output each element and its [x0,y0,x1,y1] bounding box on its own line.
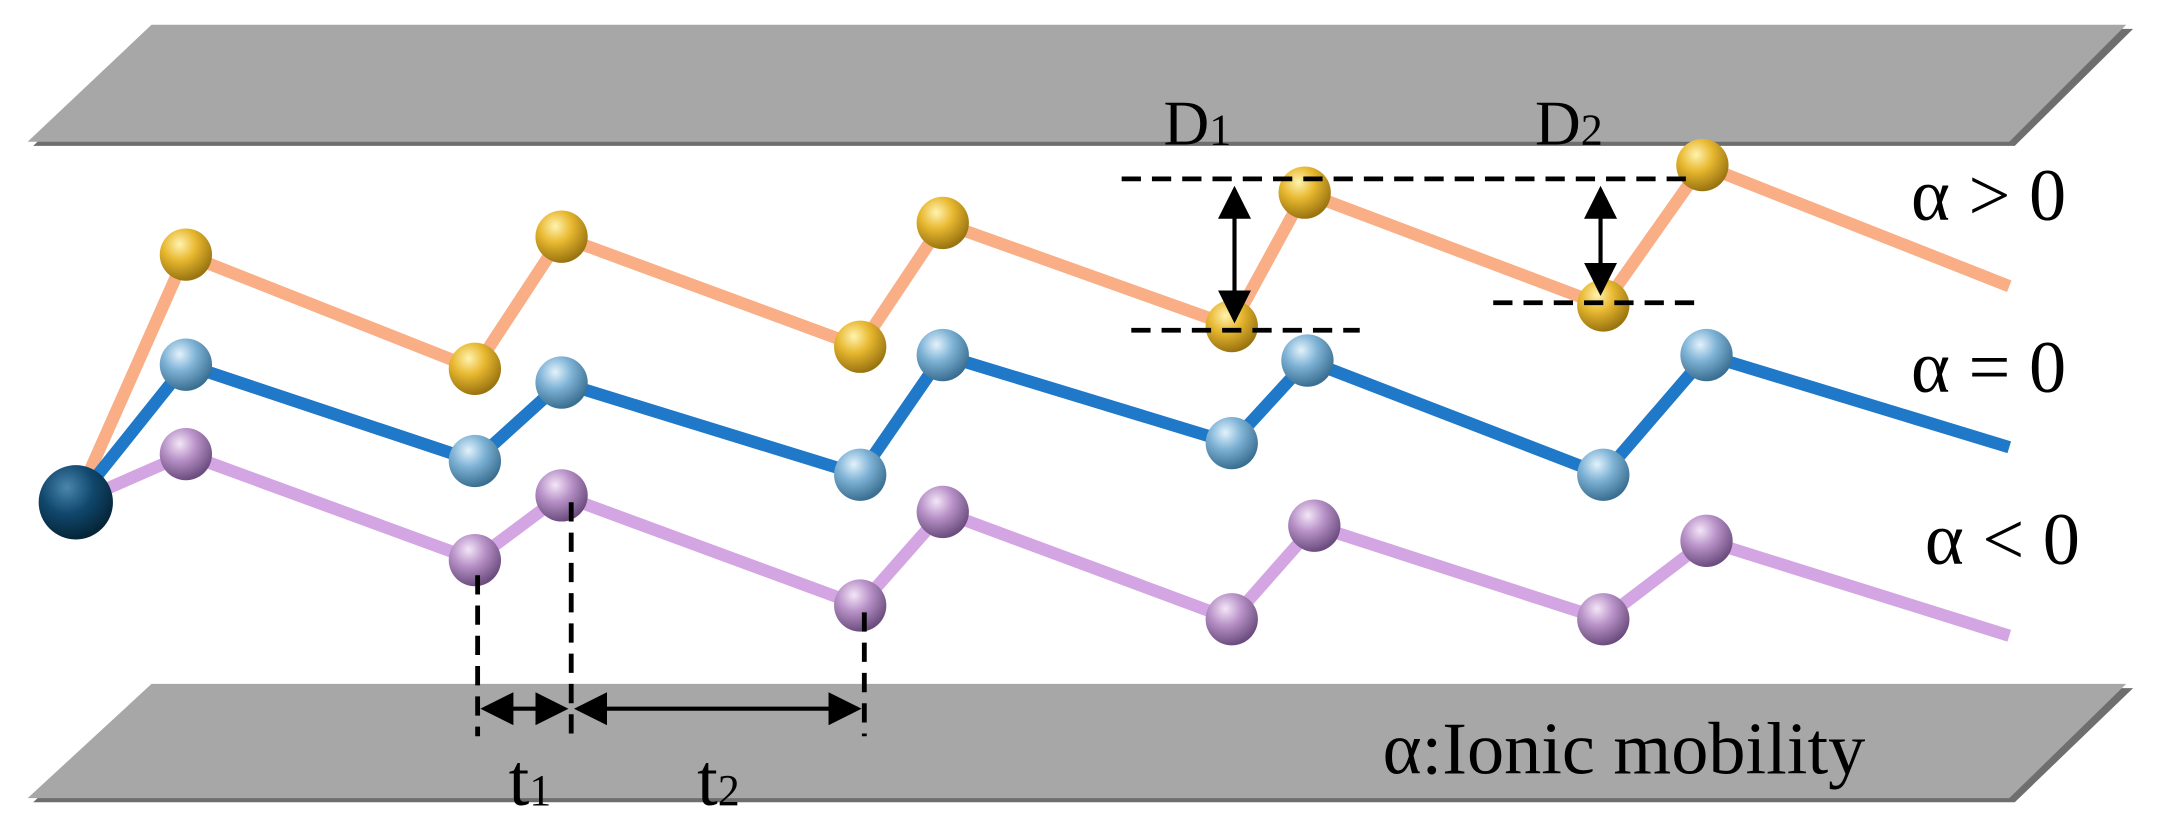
label-base: D [1163,88,1209,158]
ion-ball [535,469,588,522]
ion-ball [1205,416,1258,470]
ion-ball [448,434,502,488]
ion-ball [1288,499,1341,552]
ion-ball [1205,299,1258,353]
ion-ball [1577,448,1630,501]
label-sub: 2 [1581,105,1603,154]
legend-note: α:Ionic mobility [1383,708,1866,790]
ion-ball [448,533,502,587]
label-t2: t2 [697,740,740,822]
ion-ball [1577,593,1630,646]
label-t1: t1 [509,740,552,822]
label-base: t [509,740,530,822]
ion-ball [916,485,969,539]
ion-ball [535,356,588,409]
label-sub: 1 [1209,105,1231,154]
ion-ball [159,228,213,281]
ion-ball [916,196,969,250]
ion-ball [1676,138,1729,192]
label-d1: D1 [1163,88,1231,158]
guides [475,176,1696,737]
alpha-zero: α = 0 [1911,327,2066,409]
ion-ball [448,342,502,395]
label-base: D [1535,88,1581,158]
ion-ball [159,427,213,481]
alpha-negative: α < 0 [1925,499,2080,581]
label-base: t [697,740,718,822]
ion-ball [834,320,887,373]
ion-ball [1577,279,1630,332]
ion-ball [1278,166,1331,219]
label-sub: 1 [529,766,551,815]
origin-ball [38,465,113,540]
ion-ball [159,338,213,391]
ion-ball [916,328,969,382]
top-plate [27,24,2127,142]
ion-ball [535,210,588,263]
ion-ball [1680,514,1733,567]
label-sub: 2 [718,766,740,815]
ion-ball [1205,593,1258,646]
trajectories [38,138,2012,646]
arrows [480,185,1618,726]
ion-ball [1281,334,1334,387]
label-d2: D2 [1535,88,1603,158]
ion-ball [834,579,887,632]
alpha-positive: α > 0 [1911,155,2066,237]
ion-ball [834,448,887,501]
ion-ball [1680,328,1733,382]
